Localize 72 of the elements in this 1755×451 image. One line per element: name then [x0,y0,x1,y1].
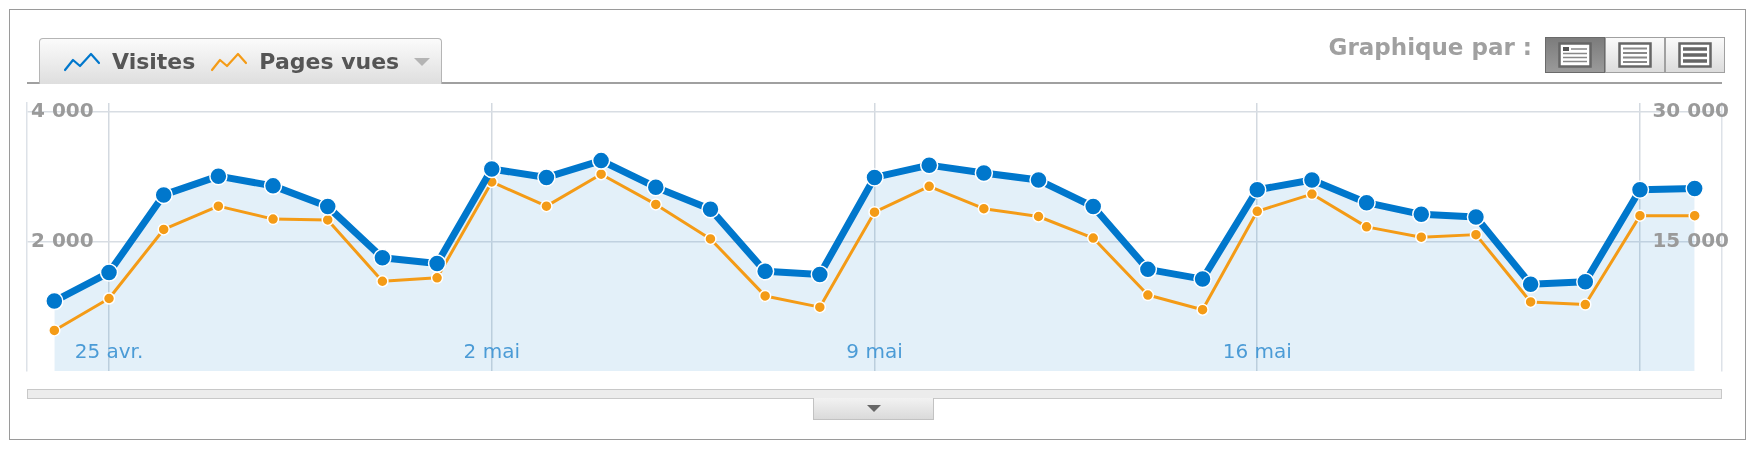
point [1029,170,1048,190]
point [1305,187,1319,201]
point [1302,170,1322,190]
point [1576,272,1595,291]
point [427,254,447,273]
x-tick-label: 16 mai [1222,339,1292,364]
point [591,151,611,170]
point [212,199,225,213]
point [755,262,775,281]
point [646,177,666,197]
point [1415,230,1428,244]
point [537,168,556,187]
point [1247,180,1267,199]
point [1633,209,1647,222]
point [1521,275,1540,294]
text: Graphique par : [1328,34,1532,60]
point [974,163,994,183]
point [1579,298,1592,311]
point [922,180,936,193]
point [99,263,119,282]
point [102,292,116,305]
point [977,202,991,215]
point [758,289,772,303]
y-tick-label: 4 000 [31,98,94,123]
point [1685,179,1704,198]
point [919,155,939,175]
point [865,168,884,187]
point [45,291,64,311]
point [157,223,170,236]
point [1138,260,1158,279]
point [321,213,334,227]
point [1524,295,1537,309]
point [376,274,389,288]
point [1083,197,1103,216]
point [318,197,337,216]
point [1250,205,1264,218]
point [1466,207,1486,227]
point [209,166,228,186]
point [1193,269,1212,289]
point [540,199,553,213]
point [649,198,663,211]
point [48,324,61,337]
point [482,159,502,179]
point [266,212,280,226]
point [1688,209,1701,222]
point [813,300,827,314]
point [868,205,881,219]
point [430,271,444,285]
legend-label: Pages vues [259,49,400,74]
point [704,232,717,246]
point [263,176,283,196]
y-tick-label: 2 000 [31,227,94,252]
point [1086,231,1100,245]
point [1196,303,1209,316]
y2-tick-label: 15 000 [1652,227,1729,252]
point [1141,288,1155,302]
point [701,199,720,219]
x-tick-label: 2 mai [463,339,520,364]
point [1630,180,1650,199]
point [154,185,173,205]
point [1360,220,1373,234]
point [1357,193,1376,212]
point [1412,205,1431,224]
point [594,167,608,181]
y2-tick-label: 30 000 [1652,98,1729,123]
x-tick-label: 9 mai [846,339,903,364]
point [1469,228,1483,241]
point [810,265,830,284]
point [373,248,392,267]
legend-label: Visites [112,49,196,74]
x-tick-label: 25 avr. [74,339,144,364]
point [1032,210,1045,223]
